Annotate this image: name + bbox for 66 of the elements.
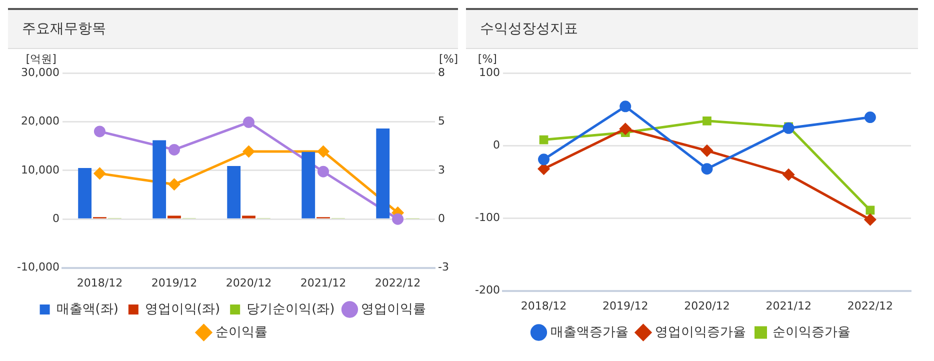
y-axis-title: [%] bbox=[478, 52, 497, 66]
point bbox=[782, 122, 794, 134]
point bbox=[620, 100, 632, 112]
y-tick-label: -10,000 bbox=[16, 260, 60, 274]
point bbox=[701, 144, 713, 156]
point bbox=[864, 214, 876, 226]
y2-tick-label: 8 bbox=[438, 66, 446, 79]
bar bbox=[242, 216, 256, 218]
x-tick-label: 2019/12 bbox=[602, 299, 648, 312]
point bbox=[168, 178, 180, 190]
legend-label: 영업이익률 bbox=[361, 302, 426, 317]
x-tick-label: 2019/12 bbox=[151, 276, 198, 290]
legend-label: 영업이익증가율 bbox=[654, 324, 746, 340]
legend-label: 당기순이익(좌) bbox=[246, 302, 335, 317]
x-tick-label: 2022/12 bbox=[374, 276, 421, 290]
y-axis-title: [억원] bbox=[26, 52, 56, 66]
y2-tick-label: 0 bbox=[438, 212, 446, 225]
x-tick-label: 2020/12 bbox=[684, 299, 730, 312]
x-tick-label: 2022/12 bbox=[847, 299, 894, 312]
y-tick-label: -200 bbox=[474, 284, 500, 297]
point bbox=[168, 144, 180, 156]
y-tick-label: 10,000 bbox=[20, 163, 60, 176]
chart-title: 주요재무항목 bbox=[8, 8, 458, 49]
bar bbox=[376, 128, 390, 218]
point bbox=[782, 168, 794, 180]
point bbox=[702, 116, 712, 126]
y-tick-label: 30,000 bbox=[20, 66, 60, 79]
chart-title: 수익성장성지표 bbox=[466, 8, 918, 49]
bar bbox=[168, 216, 181, 218]
x-tick-label: 2020/12 bbox=[226, 276, 272, 290]
point bbox=[620, 123, 632, 135]
point bbox=[538, 154, 550, 166]
legend-label: 매출액(좌) bbox=[56, 302, 118, 317]
y2-tick-label: 5 bbox=[438, 114, 446, 128]
bar bbox=[302, 152, 316, 218]
x-tick-label: 2018/12 bbox=[520, 299, 567, 312]
point bbox=[94, 126, 106, 138]
bar bbox=[78, 168, 92, 218]
y2-axis-title: [%] bbox=[439, 52, 458, 66]
bar bbox=[227, 166, 241, 218]
y-tick-label: 0 bbox=[492, 138, 500, 152]
y-tick-label: 0 bbox=[52, 212, 60, 225]
y2-tick-label: -3 bbox=[438, 260, 449, 274]
y-tick-label: 20,000 bbox=[20, 114, 60, 128]
point bbox=[538, 163, 550, 175]
point bbox=[318, 146, 330, 158]
x-tick-label: 2021/12 bbox=[300, 276, 346, 290]
x-tick-label: 2021/12 bbox=[766, 299, 812, 312]
y-tick-label: 100 bbox=[478, 66, 500, 79]
point bbox=[864, 112, 876, 124]
legend-label: 영업이익(좌) bbox=[144, 302, 220, 317]
x-tick-label: 2018/12 bbox=[76, 276, 123, 290]
legend-label: 매출액증가율 bbox=[550, 324, 628, 340]
point bbox=[318, 166, 330, 178]
legend-label: 순이익률 bbox=[215, 324, 268, 340]
point bbox=[866, 206, 875, 215]
y-tick-label: -100 bbox=[474, 211, 500, 224]
point bbox=[94, 168, 106, 180]
point bbox=[539, 135, 548, 144]
point bbox=[242, 146, 254, 158]
legend-label: 순이익증가율 bbox=[772, 324, 850, 340]
bar bbox=[152, 140, 166, 218]
point bbox=[701, 163, 713, 175]
point bbox=[392, 213, 404, 225]
point bbox=[242, 116, 254, 128]
y2-tick-label: 3 bbox=[438, 163, 446, 176]
